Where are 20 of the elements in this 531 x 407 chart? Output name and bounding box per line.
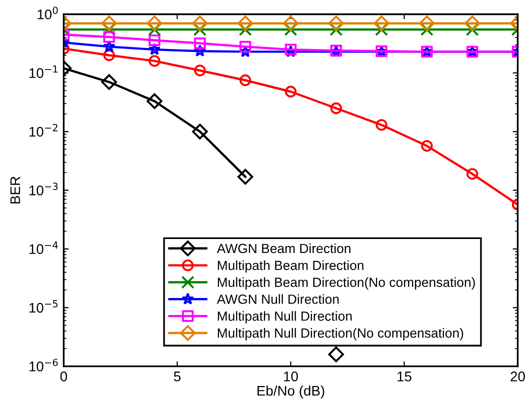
y-tick-label: 10$^{−6}$	[30, 358, 58, 372]
y-axis-title: BER	[10, 176, 20, 204]
legend-label: Multipath Null Direction	[218, 311, 352, 324]
x-tick-label: 20	[510, 372, 525, 382]
legend-label: AWGN Null Direction	[216, 294, 339, 304]
x-axis-title: Eb/No (dB)	[258, 385, 324, 398]
x-tick-label: 15	[398, 372, 412, 382]
y-tick-label: 10$^{−3}$	[30, 182, 58, 196]
x-tick-label: 0	[60, 372, 68, 382]
legend-label: AWGN Beam Direction	[216, 243, 350, 254]
legend-label: Multipath Beam Direction(No compensation)	[218, 277, 475, 290]
y-tick-label: 10$^{−4}$	[30, 241, 58, 254]
legend-label: Multipath Beam Direction	[218, 260, 364, 273]
y-tick-label: 10$^{−2}$	[30, 124, 58, 137]
legend-label: Multipath Null Direction(No compensation)	[218, 328, 464, 340]
y-tick-label: 10$^{−5}$	[30, 300, 58, 313]
x-tick-label: 5	[174, 372, 180, 382]
x-tick-label: 10	[284, 372, 298, 382]
y-tick-label: 10$^{−1}$	[30, 65, 58, 78]
y-tick-label: 10$^{0}$	[38, 6, 58, 20]
